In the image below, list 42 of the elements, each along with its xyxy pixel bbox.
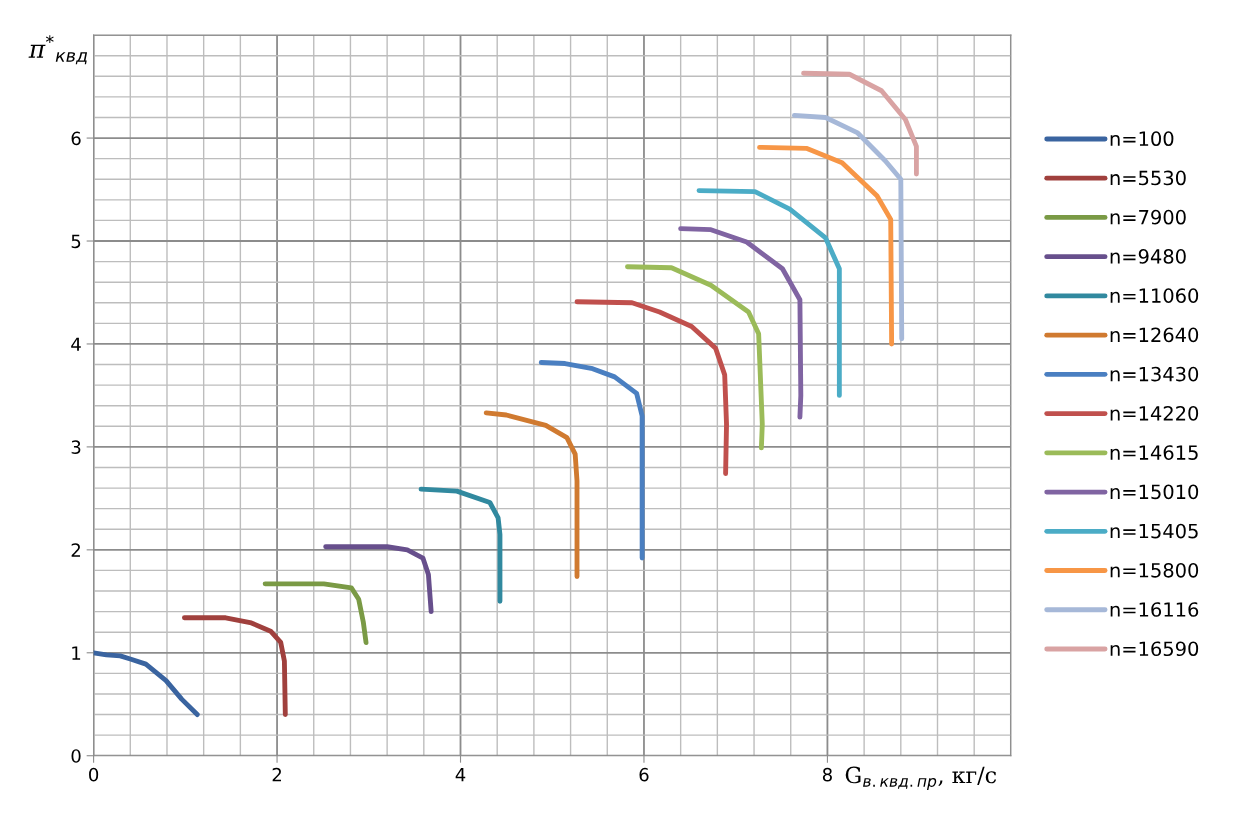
legend-label: n=15800	[1110, 562, 1199, 578]
line-series	[678, 226, 804, 420]
y-axis-title: π$^{*}$$_{квд}$	[28, 35, 88, 65]
line-series	[625, 264, 765, 451]
y-tick-label: 5	[71, 234, 81, 249]
legend-label: n=16116	[1110, 602, 1199, 617]
legend-label: n=14220	[1110, 405, 1199, 421]
x-tick-label: 4	[455, 768, 466, 782]
line-series	[757, 144, 895, 347]
legend-label: n=12640	[1110, 327, 1199, 343]
line-series	[418, 486, 503, 604]
legend-label: n=14615	[1110, 445, 1198, 460]
x-tick-label: 6	[639, 767, 649, 782]
y-tick-label: 2	[71, 543, 80, 557]
legend-label: n=7900	[1110, 209, 1186, 225]
y-tick-label: 3	[71, 440, 81, 455]
legend-label: n=5530	[1110, 170, 1186, 186]
line-series	[93, 650, 200, 717]
y-tick-label: 0	[71, 749, 81, 763]
line-series	[538, 360, 645, 561]
legend-label: n=15405	[1110, 523, 1198, 539]
legend-label: n=9480	[1110, 249, 1186, 264]
line-series	[262, 581, 369, 645]
legend-label: n=15010	[1110, 484, 1199, 500]
legend-label: n=100	[1110, 131, 1174, 147]
x-tick-label: 8	[822, 767, 832, 782]
y-tick-label: 4	[71, 337, 81, 351]
x-tick-label: 0	[89, 767, 99, 782]
line-series	[323, 544, 434, 615]
y-tick-label: 6	[71, 131, 81, 146]
line-series	[181, 615, 288, 717]
y-tick-label: 1	[72, 646, 81, 660]
x-axis-title: G$_{в.квд.пр}$, кг/с	[845, 766, 997, 790]
line-series	[574, 299, 729, 477]
legend-label: n=16590	[1110, 641, 1199, 657]
line-series	[696, 188, 842, 398]
x-tick-label: 2	[272, 767, 281, 782]
line-series	[801, 70, 919, 177]
legend-label: n=13430	[1110, 366, 1199, 382]
line-series	[483, 410, 580, 580]
legend-label: n=11060	[1110, 288, 1199, 303]
line-series	[791, 113, 905, 342]
